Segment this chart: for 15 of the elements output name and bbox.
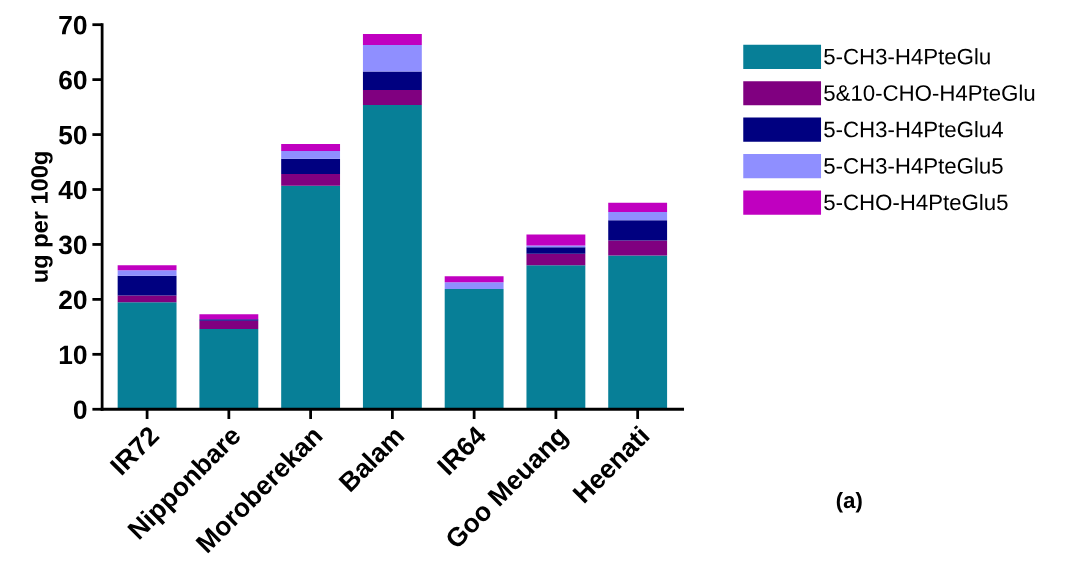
y-tick-label: 0 (73, 400, 87, 420)
y-tick-label: 10 (59, 345, 87, 365)
y-tick-label: 50 (59, 125, 87, 145)
legend-label: 5-CH3-H4PteGlu4 (824, 121, 1003, 138)
legend-label: 5-CH3-H4PteGlu (824, 48, 990, 65)
y-tick-label: 30 (58, 235, 87, 255)
y-tick-label: 70 (59, 15, 87, 35)
legend-label: 5-CH3-H4PteGlu5 (824, 157, 1003, 174)
y-axis-title: ug per 100g (31, 152, 53, 282)
y-tick-label: 40 (58, 180, 87, 200)
legend-label: 5&10-CHO-H4PteGlu (824, 84, 1035, 101)
text: (a) (836, 491, 862, 513)
y-tick-label: 60 (59, 70, 87, 90)
legend-label: 5-CHO-H4PteGlu5 (824, 193, 1008, 211)
y-tick-label: 20 (59, 290, 87, 310)
